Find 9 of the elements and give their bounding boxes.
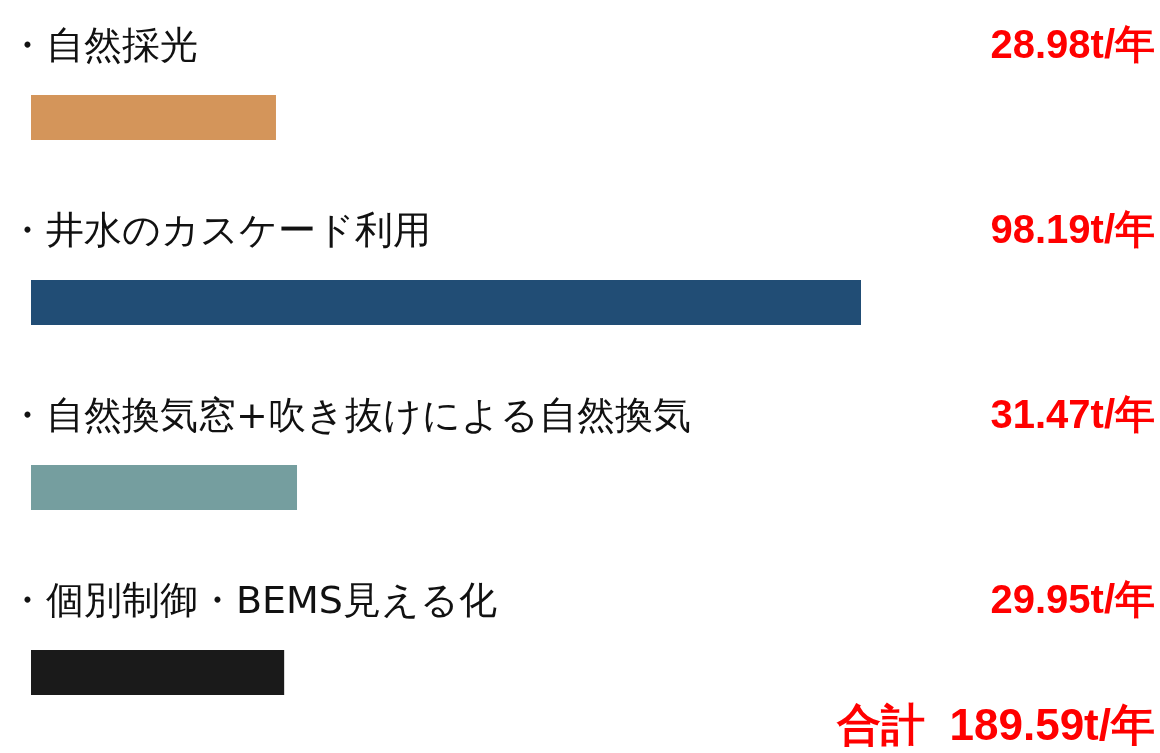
text: 合計 189.59t/年	[836, 700, 1155, 749]
y-tick-label: ・個別制御・BEMS見える化	[8, 578, 497, 622]
data-label: 31.47t/年	[990, 392, 1155, 436]
data-label: 98.19t/年	[990, 207, 1155, 251]
data-label: 29.95t/年	[990, 577, 1155, 621]
y-tick-label: ・自然換気窓+吹き抜けによる自然換気	[8, 393, 691, 437]
y-tick-label: ・自然採光	[8, 23, 198, 67]
y-tick-label: ・井水のカスケード利用	[8, 208, 431, 252]
data-label: 28.98t/年	[990, 22, 1155, 66]
